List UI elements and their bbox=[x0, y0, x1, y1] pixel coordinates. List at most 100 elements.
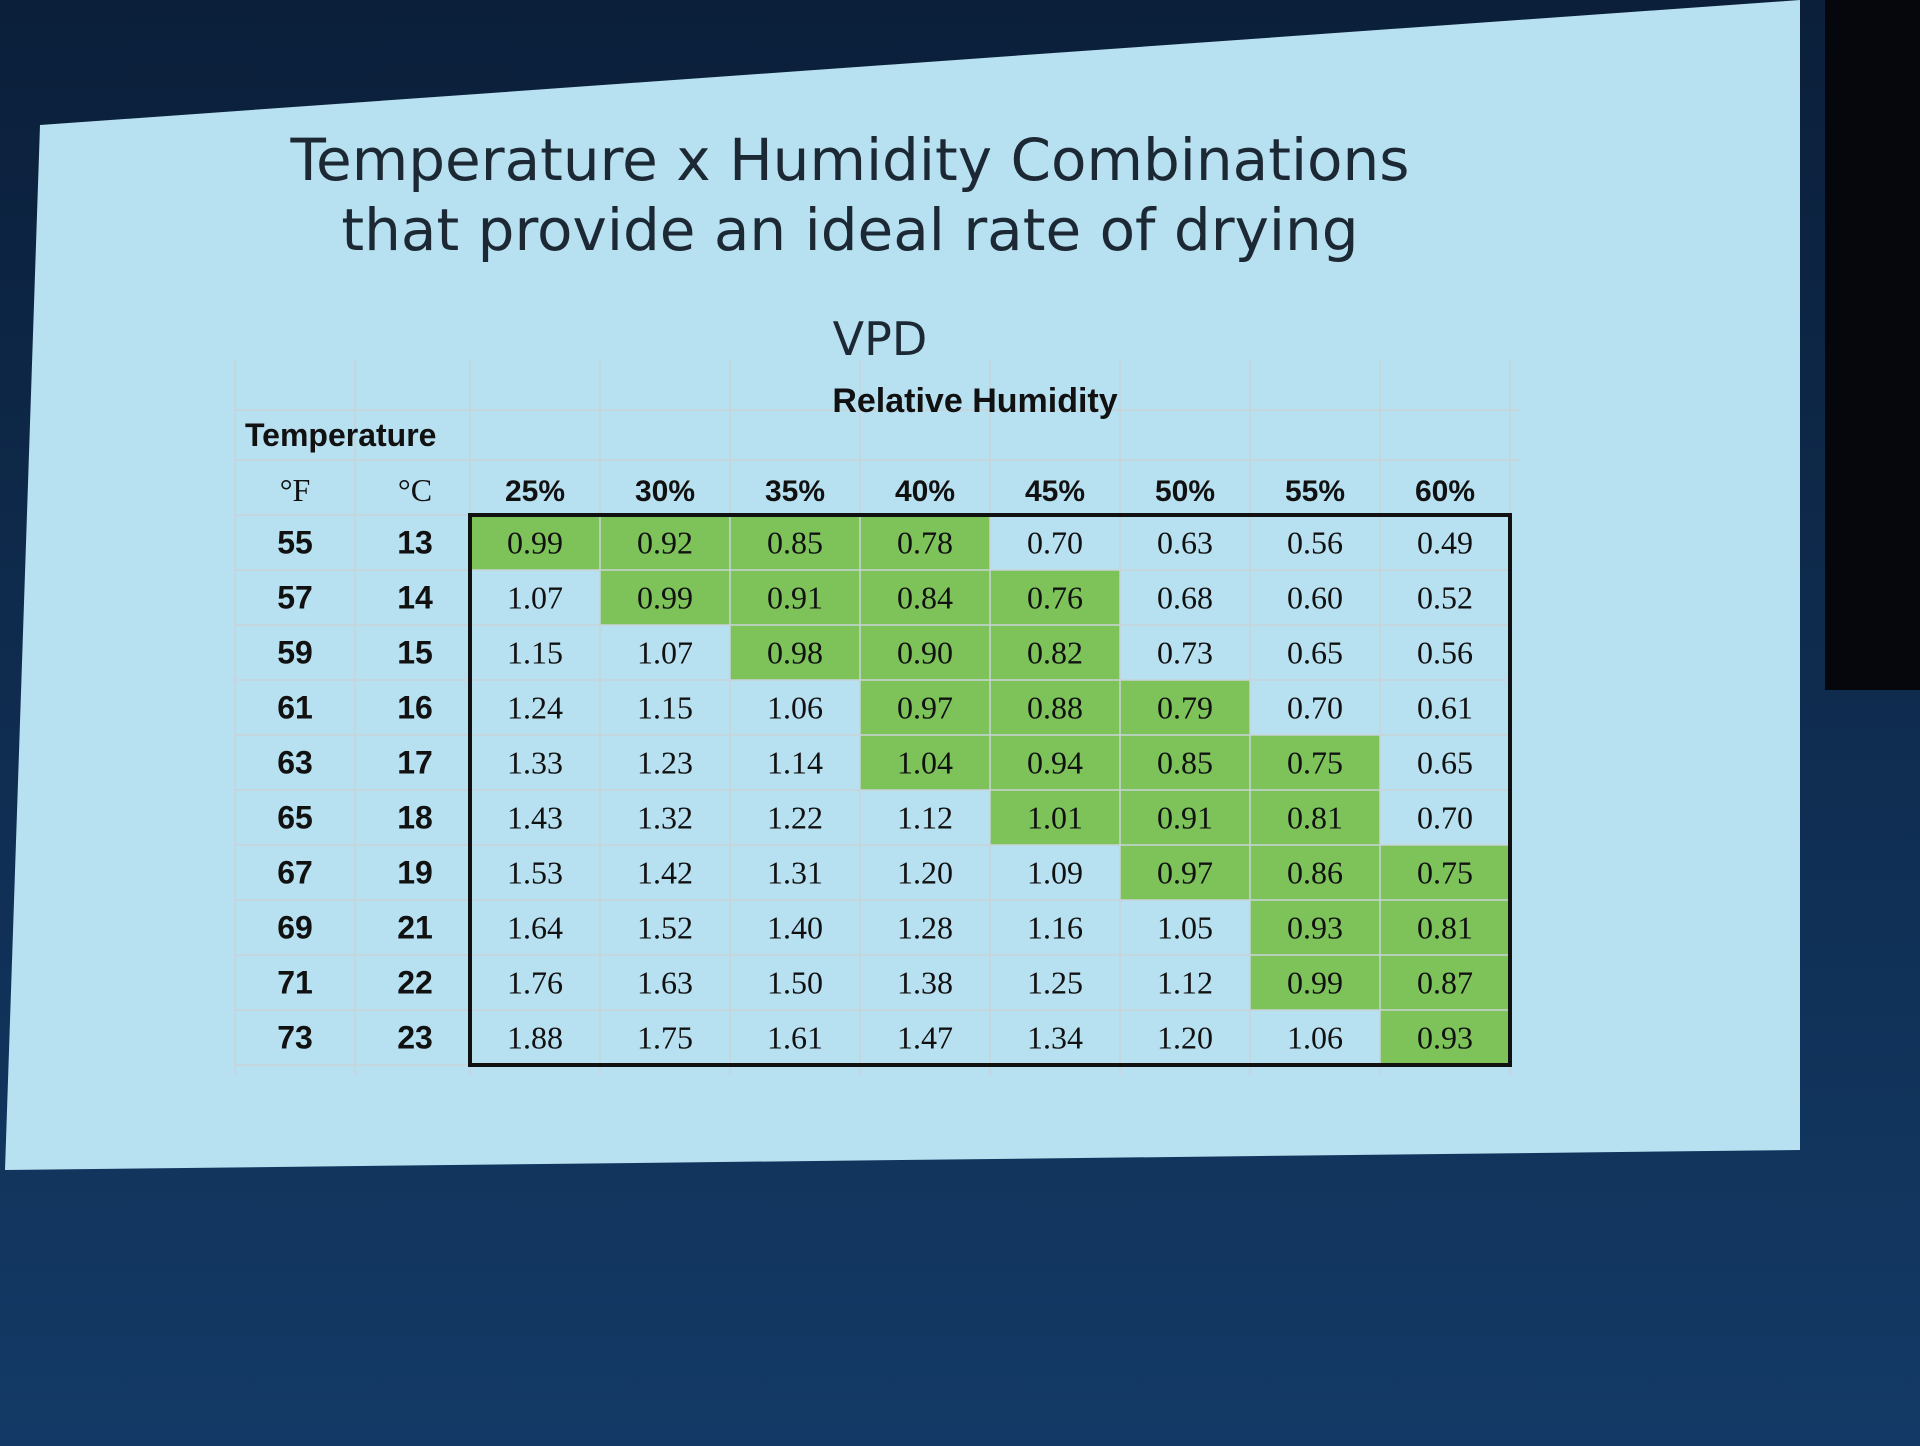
vpd-value: 1.52 bbox=[637, 910, 693, 946]
column-header: 50% bbox=[1155, 475, 1215, 508]
highlight-cell bbox=[860, 515, 990, 570]
vpd-value: 0.79 bbox=[1157, 690, 1213, 726]
side-panel bbox=[1825, 0, 1920, 690]
vpd-value: 1.12 bbox=[1157, 965, 1213, 1001]
vpd-value: 1.75 bbox=[637, 1020, 693, 1056]
highlight-cell bbox=[1380, 900, 1510, 955]
table-border bbox=[468, 513, 1512, 1067]
highlight-cell bbox=[860, 625, 990, 680]
celsius: 17 bbox=[397, 745, 433, 781]
fahrenheit: 73 bbox=[277, 1020, 313, 1056]
vpd-value: 1.33 bbox=[507, 745, 563, 781]
vpd-value: 0.60 bbox=[1287, 580, 1343, 616]
fahrenheit: 63 bbox=[277, 745, 313, 781]
vpd-value: 0.56 bbox=[1417, 635, 1473, 671]
highlight-cell bbox=[1250, 790, 1380, 845]
vpd-value: 0.76 bbox=[1027, 580, 1083, 616]
highlight-cell bbox=[1120, 790, 1250, 845]
column-header: 45% bbox=[1025, 475, 1085, 508]
vpd-value: 0.81 bbox=[1417, 910, 1473, 946]
vpd-value: 0.92 bbox=[637, 525, 693, 561]
vpd-value: 0.93 bbox=[1417, 1020, 1473, 1056]
celsius: 16 bbox=[397, 690, 433, 726]
highlight-cell bbox=[1120, 845, 1250, 900]
title-line: that provide an ideal rate of drying bbox=[341, 196, 1358, 264]
vpd-value: 1.15 bbox=[507, 635, 563, 671]
vpd-value: 1.28 bbox=[897, 910, 953, 946]
column-header: 40% bbox=[895, 475, 955, 508]
vpd-value: 1.63 bbox=[637, 965, 693, 1001]
vpd-value: 0.91 bbox=[767, 580, 823, 616]
celsius: 19 bbox=[397, 855, 433, 891]
highlight-cell bbox=[1250, 955, 1380, 1010]
vpd-value: 1.01 bbox=[1027, 800, 1083, 836]
vpd-value: 0.70 bbox=[1417, 800, 1473, 836]
column-header: 35% bbox=[765, 475, 825, 508]
highlight-cell bbox=[1250, 845, 1380, 900]
celsius: 18 bbox=[397, 800, 433, 836]
celsius: 23 bbox=[397, 1020, 433, 1056]
group-header: Relative Humidity bbox=[832, 382, 1117, 420]
highlight-cell bbox=[1380, 1010, 1510, 1065]
vpd-value: 1.88 bbox=[507, 1020, 563, 1056]
vpd-value: 1.06 bbox=[767, 690, 823, 726]
vpd-value: 1.76 bbox=[507, 965, 563, 1001]
fahrenheit: 59 bbox=[277, 635, 313, 671]
vpd-value: 1.32 bbox=[637, 800, 693, 836]
vpd-value: 1.14 bbox=[767, 745, 823, 781]
vpd-value: 1.07 bbox=[637, 635, 693, 671]
vpd-value: 0.65 bbox=[1417, 745, 1473, 781]
vpd-value: 0.88 bbox=[1027, 690, 1083, 726]
vpd-value: 0.99 bbox=[637, 580, 693, 616]
highlight-cell bbox=[1380, 845, 1510, 900]
vpd-value: 0.98 bbox=[767, 635, 823, 671]
highlight-cell bbox=[1250, 900, 1380, 955]
highlight-cell bbox=[860, 680, 990, 735]
title-line: Temperature x Humidity Combinations bbox=[289, 126, 1409, 194]
vpd-value: 0.68 bbox=[1157, 580, 1213, 616]
vpd-value: 0.85 bbox=[767, 525, 823, 561]
vpd-value: 1.47 bbox=[897, 1020, 953, 1056]
vpd-value: 0.56 bbox=[1287, 525, 1343, 561]
vpd-value: 0.78 bbox=[897, 525, 953, 561]
vpd-value: 0.97 bbox=[897, 690, 953, 726]
vpd-value: 0.90 bbox=[897, 635, 953, 671]
vpd-value: 1.24 bbox=[507, 690, 563, 726]
column-header: 60% bbox=[1415, 475, 1475, 508]
fahrenheit: 65 bbox=[277, 800, 313, 836]
vpd-value: 1.23 bbox=[637, 745, 693, 781]
vpd-value: 0.70 bbox=[1287, 690, 1343, 726]
highlight-cell bbox=[730, 625, 860, 680]
highlight-cell bbox=[1380, 955, 1510, 1010]
highlight-cell bbox=[860, 570, 990, 625]
highlight-cell bbox=[990, 790, 1120, 845]
vpd-value: 0.99 bbox=[1287, 965, 1343, 1001]
vpd-value: 0.61 bbox=[1417, 690, 1473, 726]
fahrenheit: 55 bbox=[277, 525, 313, 561]
celsius: 21 bbox=[397, 910, 433, 946]
vpd-value: 1.42 bbox=[637, 855, 693, 891]
highlight-cell bbox=[470, 515, 600, 570]
fahrenheit: 71 bbox=[277, 965, 313, 1001]
vpd-value: 1.34 bbox=[1027, 1020, 1083, 1056]
highlight-cell bbox=[990, 625, 1120, 680]
highlight-cell bbox=[1250, 735, 1380, 790]
vpd-value: 0.91 bbox=[1157, 800, 1213, 836]
fahrenheit: 57 bbox=[277, 580, 313, 616]
column-header: 55% bbox=[1285, 475, 1345, 508]
vpd-value: 1.38 bbox=[897, 965, 953, 1001]
highlight-cell bbox=[600, 515, 730, 570]
vpd-value: 1.53 bbox=[507, 855, 563, 891]
vpd-value: 1.05 bbox=[1157, 910, 1213, 946]
vpd-value: 1.06 bbox=[1287, 1020, 1343, 1056]
highlight-cell bbox=[1120, 680, 1250, 735]
vpd-value: 0.93 bbox=[1287, 910, 1343, 946]
vpd-value: 0.65 bbox=[1287, 635, 1343, 671]
subtitle: VPD bbox=[833, 312, 928, 366]
celsius: 14 bbox=[397, 580, 433, 616]
vpd-value: 0.70 bbox=[1027, 525, 1083, 561]
fahrenheit: 61 bbox=[277, 690, 313, 726]
highlight-cell bbox=[730, 570, 860, 625]
